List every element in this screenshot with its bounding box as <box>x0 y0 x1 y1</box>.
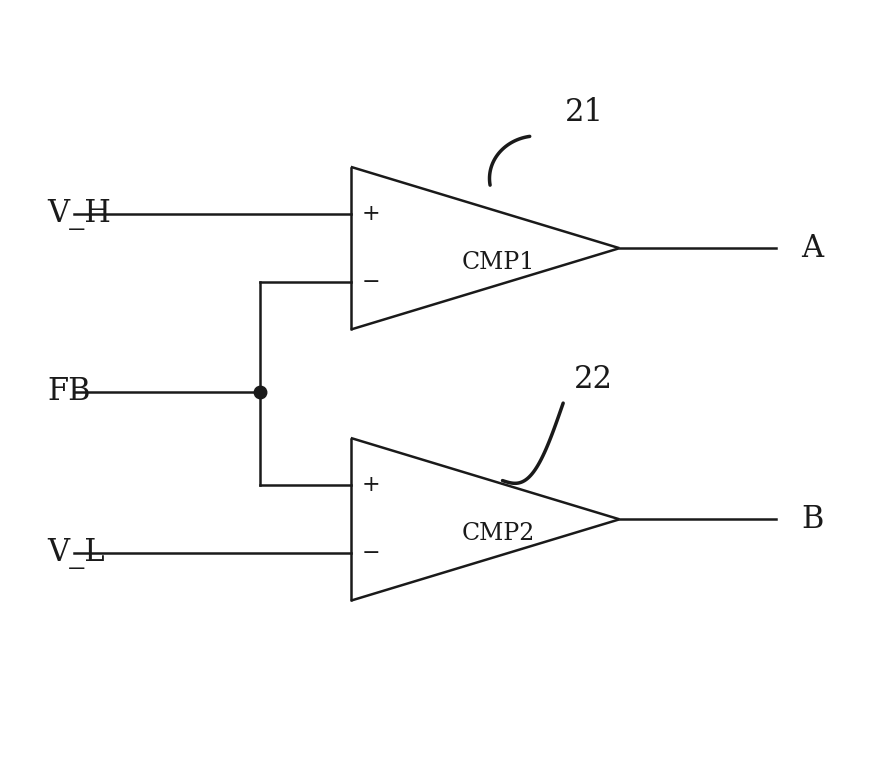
Text: −: − <box>361 543 380 565</box>
Text: 21: 21 <box>565 97 605 128</box>
Text: B: B <box>802 503 824 535</box>
Text: CMP2: CMP2 <box>461 521 535 545</box>
Text: FB: FB <box>47 376 91 407</box>
Text: 22: 22 <box>574 364 613 395</box>
Text: V_L: V_L <box>47 538 105 569</box>
Text: V_H: V_H <box>47 199 111 229</box>
Text: −: − <box>361 272 380 294</box>
Text: CMP1: CMP1 <box>461 251 535 273</box>
Text: +: + <box>361 474 380 496</box>
Text: +: + <box>361 203 380 225</box>
Text: A: A <box>802 233 823 264</box>
